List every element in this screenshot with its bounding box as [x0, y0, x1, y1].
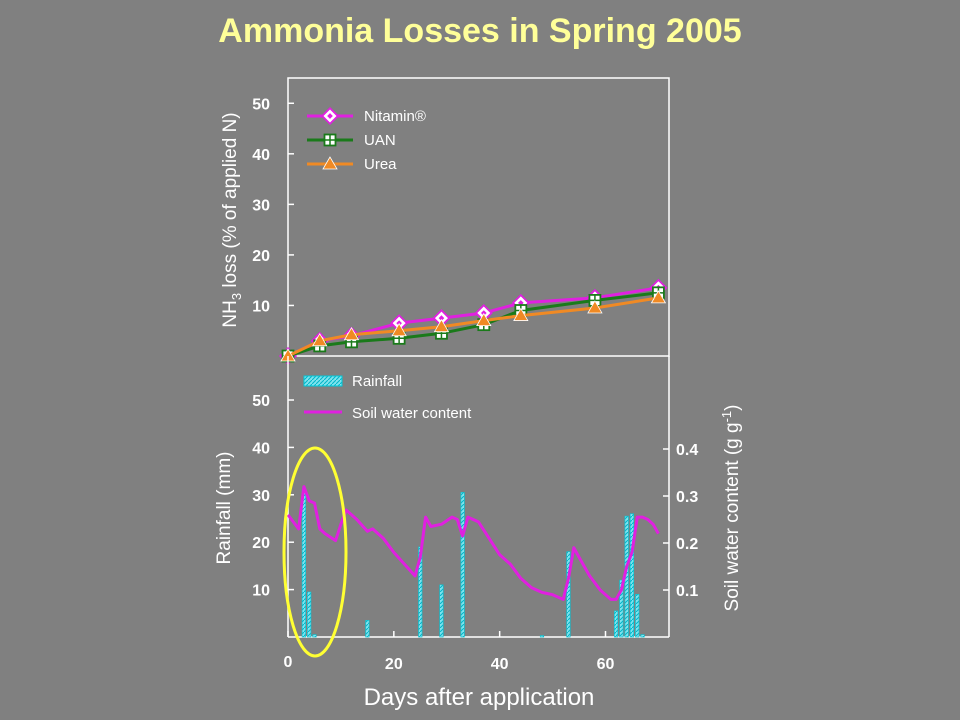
series-point-urea	[476, 312, 492, 327]
series-point-urea	[587, 300, 603, 314]
top-legend: Nitamin® UAN Urea	[307, 106, 426, 173]
rainfall-bar	[614, 610, 619, 638]
right-y-label-pre: Soil water content (g g	[722, 422, 743, 611]
legend-label-nitamin: Nitamin®	[364, 108, 426, 125]
rainfall-bar	[566, 551, 571, 638]
series-line-uan	[287, 291, 659, 358]
top-y-label-rest: loss (% of applied N)	[220, 112, 241, 293]
top-plot-frame	[287, 77, 670, 357]
bottom-left-y-axis-label: Rainfall (mm)	[214, 452, 235, 565]
top-panel: 10 20 30 40 50 Nitamin® UAN Urea NH3 loss (% o…	[220, 77, 670, 366]
x-tick-label: 60	[597, 656, 615, 673]
rainfall-bar	[312, 634, 317, 638]
rainfall-bar	[635, 594, 640, 638]
legend-label-uan: UAN	[364, 132, 396, 149]
series-point-urea	[343, 326, 360, 341]
top-y-tick-label: 10	[252, 298, 270, 315]
top-y-axis-label: NH3 loss (% of applied N)	[220, 112, 244, 327]
rainfall-bar	[619, 579, 624, 638]
soil-water-line	[286, 485, 660, 601]
series-point-urea	[513, 307, 529, 321]
legend-soil-water-label: Soil water content	[352, 405, 472, 422]
rainfall-bar	[365, 620, 370, 638]
legend-marker-uan-cross	[324, 134, 336, 146]
soil-water-line-group	[286, 485, 660, 601]
legend-marker-uan	[323, 133, 337, 147]
x-tick-label: 0	[284, 654, 293, 671]
bottom-right-y-tick-label: 0.1	[676, 583, 698, 600]
bottom-left-y-tick-label: 50	[252, 393, 270, 410]
bottom-left-y-tick-label: 30	[252, 488, 270, 505]
legend-marker-urea	[322, 156, 338, 170]
rainfall-bar	[307, 591, 312, 638]
x-tick-label: 20	[385, 656, 403, 673]
top-y-ticks: 10 20 30 40 50	[252, 96, 294, 315]
bottom-left-y-tick-label: 20	[252, 535, 270, 552]
top-y-tick-label: 40	[252, 147, 270, 164]
rainfall-bar	[301, 489, 306, 638]
rainfall-bar	[539, 635, 545, 638]
bottom-panel: 10 20 30 40 50 0.1 0.2 0.3 0.4 0 20 40 60 Rainfall…	[214, 356, 743, 673]
bottom-right-y-axis-label: Soil water content (g g-1)	[719, 405, 743, 612]
bottom-left-y-ticks: 10 20 30 40 50	[252, 393, 294, 600]
rainfall-bar	[439, 584, 444, 638]
series-point-urea	[312, 333, 328, 347]
legend-label-urea: Urea	[364, 156, 397, 173]
right-y-label-post: )	[722, 405, 743, 411]
bottom-left-y-tick-label: 40	[252, 440, 270, 457]
legend-rainfall-swatch	[303, 375, 343, 387]
bottom-left-y-tick-label: 10	[252, 583, 270, 600]
rainfall-bars	[301, 489, 645, 638]
series-point-nitamin-dot	[438, 315, 445, 321]
rainfall-bar	[629, 513, 635, 638]
top-y-label-nh: NH	[220, 300, 241, 327]
x-tick-label: 40	[491, 656, 509, 673]
series-point-urea	[433, 318, 450, 333]
bottom-right-y-ticks: 0.1 0.2 0.3 0.4	[663, 442, 698, 600]
bottom-right-y-tick-label: 0.4	[676, 442, 698, 459]
legend-marker-nitamin	[320, 106, 340, 126]
legend-marker-nitamin-dot	[327, 113, 333, 119]
top-series-group	[278, 278, 668, 366]
highlight-ellipse	[282, 446, 348, 658]
bottom-right-y-tick-label: 0.2	[676, 536, 698, 553]
right-y-label-sup: -1	[719, 411, 734, 423]
bottom-right-y-tick-label: 0.3	[676, 489, 698, 506]
x-axis-label: Days after application	[364, 684, 595, 711]
bottom-x-ticks: 0 20 40 60	[284, 631, 615, 673]
series-point-urea	[391, 322, 407, 337]
series-point-nitamin	[432, 309, 451, 328]
legend-rainfall-label: Rainfall	[352, 373, 402, 390]
top-y-tick-label: 50	[252, 96, 270, 113]
top-y-label-sub: 3	[229, 293, 244, 300]
chart-title: Ammonia Losses in Spring 2005	[218, 12, 742, 50]
rainfall-bar	[460, 492, 465, 638]
bottom-legend: Rainfall Soil water content	[303, 373, 472, 422]
series-point-urea	[650, 290, 667, 304]
top-y-tick-label: 20	[252, 248, 270, 265]
rainfall-bar	[640, 634, 645, 638]
top-y-tick-label: 30	[252, 197, 270, 214]
